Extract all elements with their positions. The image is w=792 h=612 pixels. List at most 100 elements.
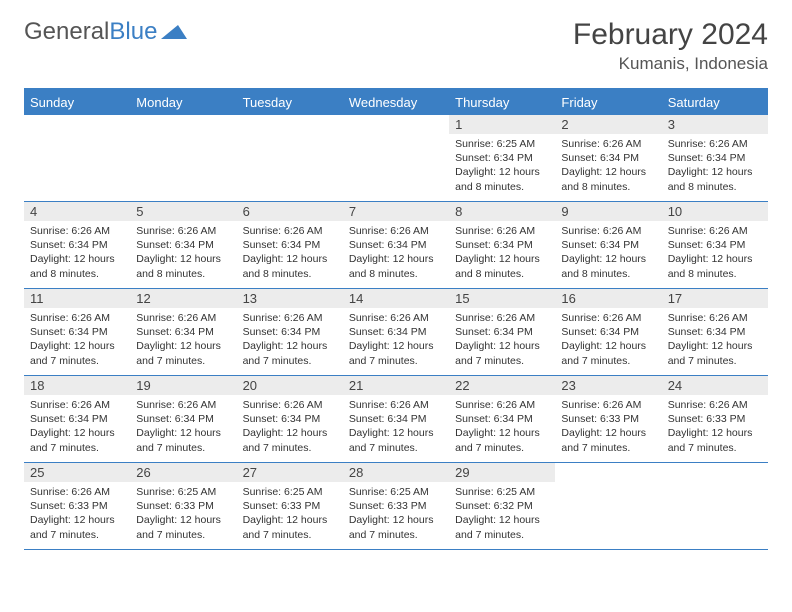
day-details: Sunrise: 6:26 AMSunset: 6:34 PMDaylight:… [343,221,449,286]
title-block: February 2024 Kumanis, Indonesia [573,18,768,74]
day-cell: 15Sunrise: 6:26 AMSunset: 6:34 PMDayligh… [449,289,555,375]
logo-triangle-icon [161,22,187,42]
day-details: Sunrise: 6:26 AMSunset: 6:33 PMDaylight:… [555,395,661,460]
day-details: Sunrise: 6:25 AMSunset: 6:33 PMDaylight:… [130,482,236,547]
day-cell [237,115,343,201]
day-cell: 23Sunrise: 6:26 AMSunset: 6:33 PMDayligh… [555,376,661,462]
day-details: Sunrise: 6:26 AMSunset: 6:34 PMDaylight:… [237,308,343,373]
day-cell [24,115,130,201]
week-row: 11Sunrise: 6:26 AMSunset: 6:34 PMDayligh… [24,289,768,376]
day-cell: 1Sunrise: 6:25 AMSunset: 6:34 PMDaylight… [449,115,555,201]
day-cell: 4Sunrise: 6:26 AMSunset: 6:34 PMDaylight… [24,202,130,288]
day-number: 22 [449,376,555,395]
day-number: 26 [130,463,236,482]
weeks-container: 1Sunrise: 6:25 AMSunset: 6:34 PMDaylight… [24,115,768,550]
day-cell: 25Sunrise: 6:26 AMSunset: 6:33 PMDayligh… [24,463,130,549]
day-number: 23 [555,376,661,395]
day-cell: 27Sunrise: 6:25 AMSunset: 6:33 PMDayligh… [237,463,343,549]
day-cell: 28Sunrise: 6:25 AMSunset: 6:33 PMDayligh… [343,463,449,549]
day-number: 1 [449,115,555,134]
day-cell: 26Sunrise: 6:25 AMSunset: 6:33 PMDayligh… [130,463,236,549]
day-number: 9 [555,202,661,221]
day-cell: 6Sunrise: 6:26 AMSunset: 6:34 PMDaylight… [237,202,343,288]
day-cell: 17Sunrise: 6:26 AMSunset: 6:34 PMDayligh… [662,289,768,375]
day-details: Sunrise: 6:25 AMSunset: 6:32 PMDaylight:… [449,482,555,547]
day-cell: 22Sunrise: 6:26 AMSunset: 6:34 PMDayligh… [449,376,555,462]
day-details: Sunrise: 6:26 AMSunset: 6:34 PMDaylight:… [662,308,768,373]
day-details: Sunrise: 6:26 AMSunset: 6:34 PMDaylight:… [24,221,130,286]
week-row: 1Sunrise: 6:25 AMSunset: 6:34 PMDaylight… [24,115,768,202]
day-details: Sunrise: 6:26 AMSunset: 6:34 PMDaylight:… [662,221,768,286]
day-cell: 5Sunrise: 6:26 AMSunset: 6:34 PMDaylight… [130,202,236,288]
dow-header: Wednesday [343,90,449,115]
day-cell: 19Sunrise: 6:26 AMSunset: 6:34 PMDayligh… [130,376,236,462]
day-details: Sunrise: 6:26 AMSunset: 6:34 PMDaylight:… [130,221,236,286]
day-number: 27 [237,463,343,482]
day-number: 24 [662,376,768,395]
day-number: 10 [662,202,768,221]
day-details: Sunrise: 6:26 AMSunset: 6:34 PMDaylight:… [662,134,768,199]
dow-header: Sunday [24,90,130,115]
day-details: Sunrise: 6:26 AMSunset: 6:34 PMDaylight:… [237,221,343,286]
day-cell [555,463,661,549]
day-cell: 24Sunrise: 6:26 AMSunset: 6:33 PMDayligh… [662,376,768,462]
day-cell: 12Sunrise: 6:26 AMSunset: 6:34 PMDayligh… [130,289,236,375]
day-details: Sunrise: 6:25 AMSunset: 6:33 PMDaylight:… [237,482,343,547]
day-number: 13 [237,289,343,308]
day-cell: 13Sunrise: 6:26 AMSunset: 6:34 PMDayligh… [237,289,343,375]
day-number: 6 [237,202,343,221]
calendar: SundayMondayTuesdayWednesdayThursdayFrid… [24,88,768,550]
logo: GeneralBlue [24,18,187,46]
day-number: 18 [24,376,130,395]
logo-word1: General [24,18,109,45]
day-cell: 11Sunrise: 6:26 AMSunset: 6:34 PMDayligh… [24,289,130,375]
day-details: Sunrise: 6:26 AMSunset: 6:34 PMDaylight:… [130,395,236,460]
day-details: Sunrise: 6:26 AMSunset: 6:34 PMDaylight:… [343,308,449,373]
day-number: 5 [130,202,236,221]
page-title: February 2024 [573,18,768,52]
day-number: 28 [343,463,449,482]
day-details: Sunrise: 6:26 AMSunset: 6:34 PMDaylight:… [555,221,661,286]
week-row: 25Sunrise: 6:26 AMSunset: 6:33 PMDayligh… [24,463,768,550]
day-of-week-row: SundayMondayTuesdayWednesdayThursdayFrid… [24,90,768,115]
day-cell: 3Sunrise: 6:26 AMSunset: 6:34 PMDaylight… [662,115,768,201]
day-cell [662,463,768,549]
day-details: Sunrise: 6:26 AMSunset: 6:33 PMDaylight:… [24,482,130,547]
day-details: Sunrise: 6:26 AMSunset: 6:34 PMDaylight:… [24,308,130,373]
week-row: 18Sunrise: 6:26 AMSunset: 6:34 PMDayligh… [24,376,768,463]
day-number: 16 [555,289,661,308]
day-number: 21 [343,376,449,395]
day-details: Sunrise: 6:26 AMSunset: 6:34 PMDaylight:… [130,308,236,373]
day-details: Sunrise: 6:26 AMSunset: 6:34 PMDaylight:… [24,395,130,460]
dow-header: Saturday [662,90,768,115]
day-number: 15 [449,289,555,308]
header: GeneralBlue February 2024 Kumanis, Indon… [24,18,768,74]
day-cell: 21Sunrise: 6:26 AMSunset: 6:34 PMDayligh… [343,376,449,462]
day-details: Sunrise: 6:26 AMSunset: 6:34 PMDaylight:… [449,221,555,286]
day-cell: 20Sunrise: 6:26 AMSunset: 6:34 PMDayligh… [237,376,343,462]
day-cell: 2Sunrise: 6:26 AMSunset: 6:34 PMDaylight… [555,115,661,201]
day-number: 12 [130,289,236,308]
day-number: 19 [130,376,236,395]
day-number: 4 [24,202,130,221]
day-cell: 10Sunrise: 6:26 AMSunset: 6:34 PMDayligh… [662,202,768,288]
day-number: 25 [24,463,130,482]
location-subtitle: Kumanis, Indonesia [573,54,768,74]
day-number: 14 [343,289,449,308]
day-number: 7 [343,202,449,221]
dow-header: Friday [555,90,661,115]
day-details: Sunrise: 6:26 AMSunset: 6:33 PMDaylight:… [662,395,768,460]
day-cell: 8Sunrise: 6:26 AMSunset: 6:34 PMDaylight… [449,202,555,288]
day-details: Sunrise: 6:26 AMSunset: 6:34 PMDaylight:… [449,308,555,373]
day-details: Sunrise: 6:26 AMSunset: 6:34 PMDaylight:… [555,308,661,373]
dow-header: Thursday [449,90,555,115]
day-number: 20 [237,376,343,395]
day-cell [343,115,449,201]
day-cell: 14Sunrise: 6:26 AMSunset: 6:34 PMDayligh… [343,289,449,375]
day-number: 3 [662,115,768,134]
dow-header: Monday [130,90,236,115]
day-number: 8 [449,202,555,221]
day-number: 17 [662,289,768,308]
week-row: 4Sunrise: 6:26 AMSunset: 6:34 PMDaylight… [24,202,768,289]
day-details: Sunrise: 6:26 AMSunset: 6:34 PMDaylight:… [237,395,343,460]
